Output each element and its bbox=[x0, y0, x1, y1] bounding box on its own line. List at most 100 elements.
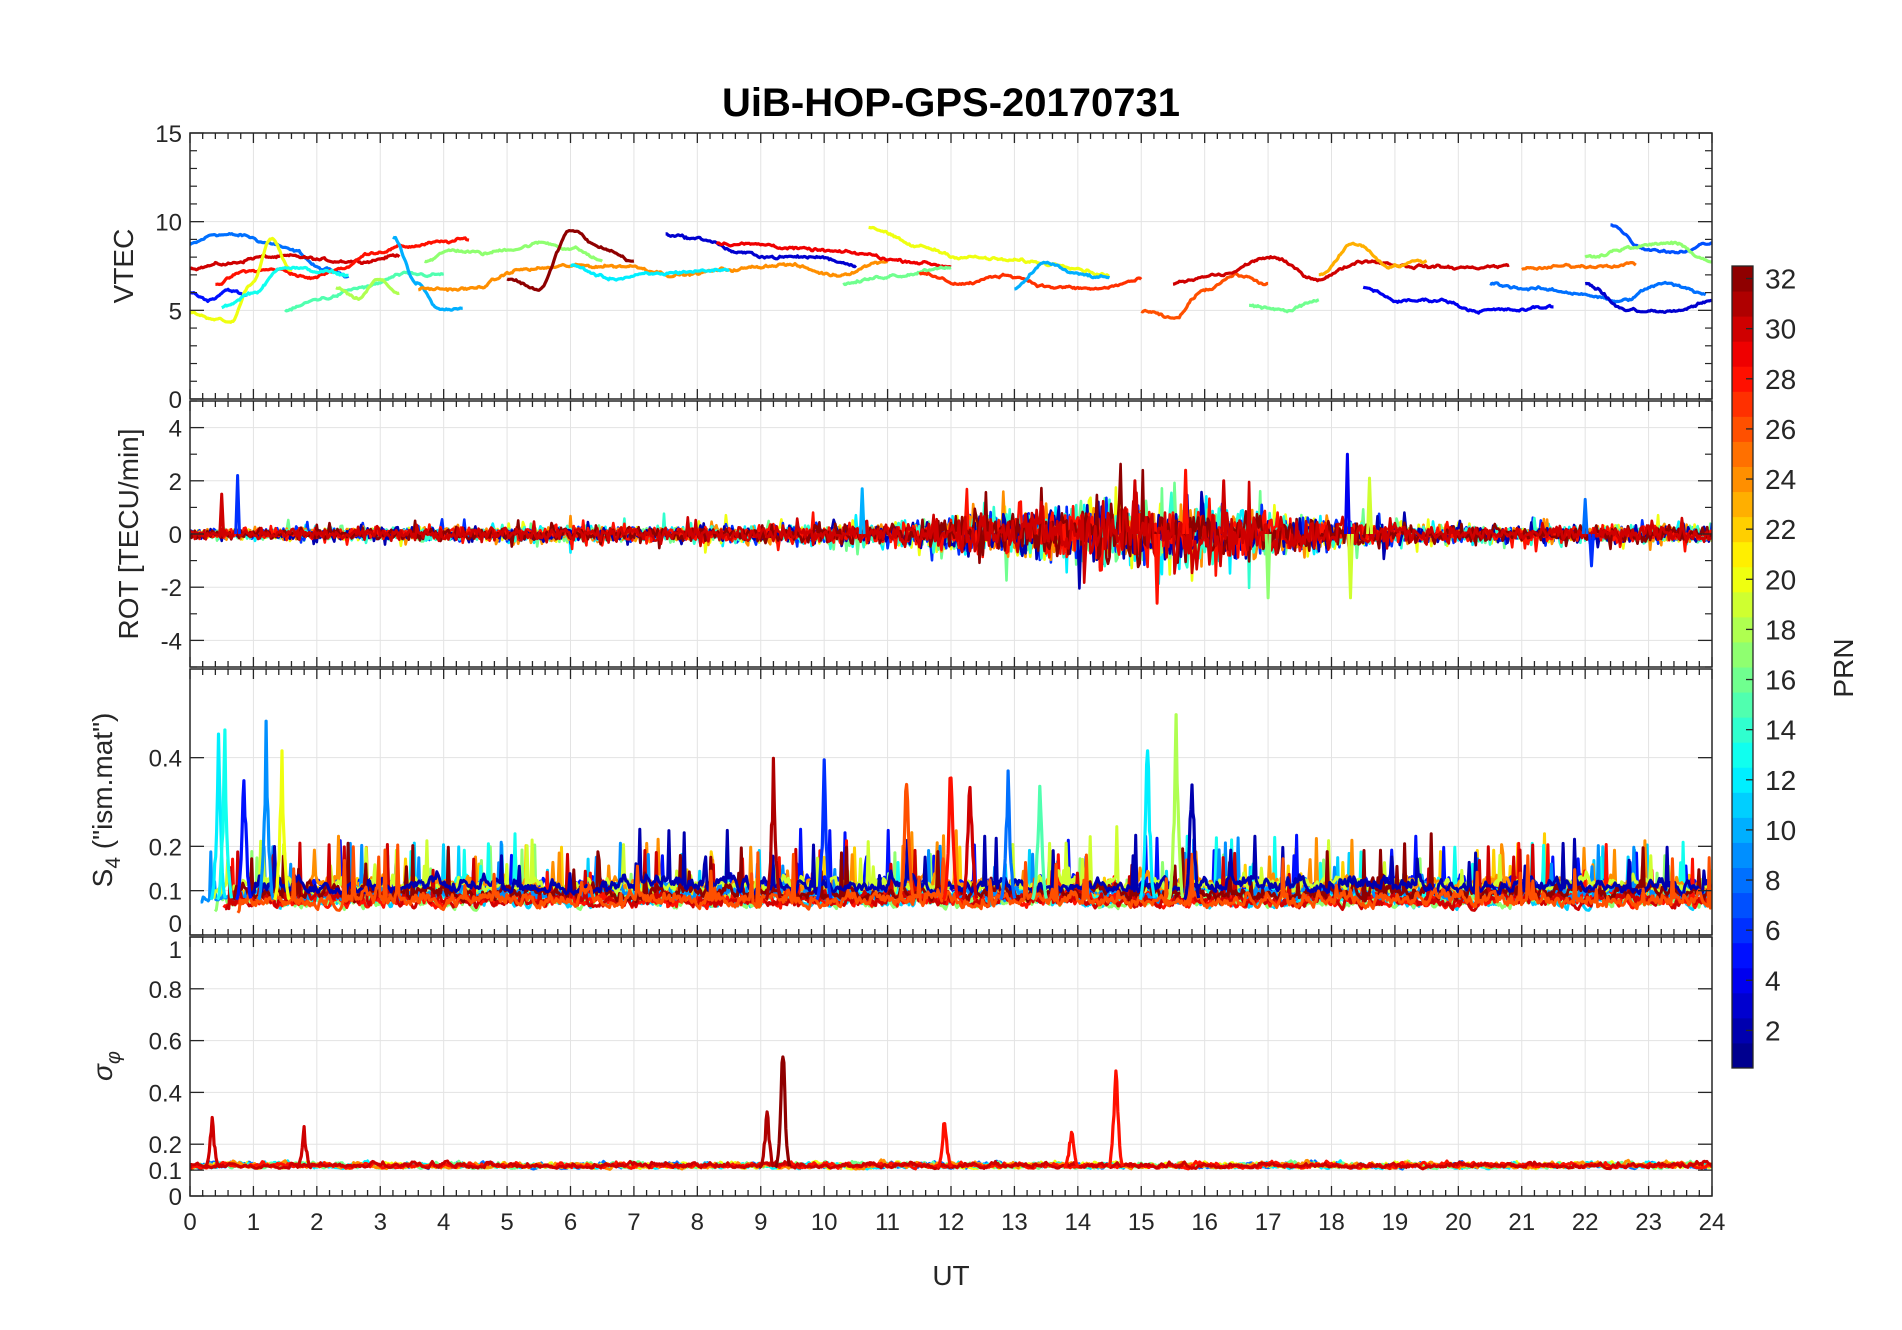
colorbar-swatch-prn-30 bbox=[1732, 316, 1753, 342]
colorbar-swatch-prn-3 bbox=[1732, 992, 1753, 1019]
series-line-prn-28 bbox=[1182, 468, 1189, 535]
colorbar-swatch-prn-20 bbox=[1732, 566, 1753, 593]
sigma-ylabel: σφ bbox=[87, 1051, 125, 1081]
colorbar-tick-label: 12 bbox=[1765, 765, 1796, 796]
rot-y-tick-label: -2 bbox=[161, 575, 182, 602]
sigma-y-tick-label: 0 bbox=[169, 1184, 182, 1211]
rot-y-tick-label: 0 bbox=[169, 522, 182, 549]
x-tick-label: 1 bbox=[247, 1209, 260, 1236]
x-tick-label: 4 bbox=[437, 1209, 450, 1236]
series-line-prn-8 bbox=[1581, 497, 1589, 535]
colorbar-swatch-prn-9 bbox=[1732, 842, 1753, 868]
colorbar-swatch-prn-11 bbox=[1732, 792, 1753, 818]
sigma-ylabel-main: σ bbox=[87, 1063, 118, 1081]
colorbar-swatch-prn-18 bbox=[1732, 616, 1753, 643]
series-line-prn-16 bbox=[842, 265, 952, 287]
x-tick-label: 14 bbox=[1064, 1209, 1091, 1236]
series-line-prn-26 bbox=[236, 843, 1712, 914]
x-tick-label: 7 bbox=[627, 1209, 640, 1236]
series-line-prn-19 bbox=[1366, 476, 1373, 535]
x-tick-label: 9 bbox=[754, 1209, 767, 1236]
rot-y-tick-label: 4 bbox=[169, 416, 182, 443]
series-line-prn-3 bbox=[665, 232, 858, 269]
sigma-y-tick-label: 0.1 bbox=[149, 1158, 182, 1185]
series-line-prn-25 bbox=[1521, 261, 1637, 271]
series-line-prn-28 bbox=[1107, 1069, 1125, 1169]
x-tick-label: 19 bbox=[1382, 1209, 1409, 1236]
series-line-prn-10 bbox=[1014, 260, 1111, 291]
series-line-prn-10 bbox=[858, 487, 866, 535]
series-line-prn-8 bbox=[999, 769, 1017, 901]
colorbar-swatch-prn-2 bbox=[1732, 1017, 1753, 1044]
rot-ylabel: ROT [TECU/min] bbox=[113, 428, 144, 639]
colorbar-swatch-prn-8 bbox=[1732, 867, 1753, 894]
colorbar-swatch-prn-23 bbox=[1732, 491, 1753, 518]
colorbar-tick-label: 22 bbox=[1765, 514, 1796, 545]
series-line-prn-13 bbox=[221, 265, 349, 310]
colorbar-swatch-prn-31 bbox=[1732, 291, 1753, 317]
rot-series bbox=[190, 452, 1712, 605]
x-tick-label: 3 bbox=[374, 1209, 387, 1236]
x-tick-label: 18 bbox=[1318, 1209, 1345, 1236]
series-line-prn-30 bbox=[1172, 255, 1510, 286]
series-line-prn-26 bbox=[897, 782, 915, 901]
rot-y-tick-label: 2 bbox=[169, 469, 182, 496]
series-line-prn-9 bbox=[257, 719, 276, 901]
colorbar-swatch-prn-28 bbox=[1732, 366, 1753, 392]
colorbar-tick-label: 30 bbox=[1765, 314, 1796, 345]
colorbar-tick-label: 10 bbox=[1765, 815, 1796, 846]
x-tick-label: 10 bbox=[811, 1209, 838, 1236]
series-line-prn-27 bbox=[918, 271, 1143, 291]
series-line-prn-18 bbox=[1167, 713, 1185, 901]
series-line-prn-30 bbox=[1131, 479, 1139, 535]
colorbar-tick-label: 18 bbox=[1765, 614, 1796, 645]
sigma-y-tick-label: 0.4 bbox=[149, 1080, 182, 1107]
series-line-prn-5 bbox=[234, 779, 253, 901]
series-line-prn-30 bbox=[218, 492, 226, 535]
colorbar-swatch-prn-29 bbox=[1732, 341, 1753, 367]
colorbar-label: PRN bbox=[1828, 638, 1859, 697]
x-tick-labels: 0 1 2 3 4 5 6 7 8 9 10 11 12 13 14 15 16 17 18 19 20 21 22 23 24 bbox=[183, 1209, 1725, 1236]
x-axis-label: UT bbox=[932, 1260, 969, 1291]
x-tick-label: 23 bbox=[1635, 1209, 1662, 1236]
series-line-prn-13 bbox=[215, 728, 234, 901]
series-line-prn-30 bbox=[190, 480, 1712, 585]
series-line-prn-16 bbox=[1248, 298, 1320, 314]
s4-ylabel-rest: ("ism.mat") bbox=[87, 713, 118, 857]
series-line-prn-12 bbox=[570, 263, 731, 282]
colorbar-swatch-prn-27 bbox=[1732, 391, 1753, 417]
series-line-prn-6 bbox=[1588, 533, 1595, 568]
vtec-panel: 0 5 10 15 bbox=[155, 121, 1713, 414]
series-line-prn-28 bbox=[936, 1121, 953, 1169]
colorbar-tick-label: 24 bbox=[1765, 464, 1796, 495]
colorbar-swatch-prn-26 bbox=[1732, 416, 1753, 442]
series-line-prn-28 bbox=[1063, 1130, 1080, 1169]
series-line-prn-17 bbox=[1584, 240, 1712, 264]
colorbar-swatch-prn-12 bbox=[1732, 767, 1753, 793]
chart-title: UiB-HOP-GPS-20170731 bbox=[722, 81, 1180, 125]
colorbar-tick-label: 14 bbox=[1765, 715, 1796, 746]
x-tick-label: 15 bbox=[1128, 1209, 1155, 1236]
colorbar-swatch-prn-4 bbox=[1732, 967, 1753, 994]
series-line-prn-32 bbox=[773, 1055, 792, 1169]
series-line-prn-15 bbox=[284, 270, 445, 313]
colorbar-tick-label: 8 bbox=[1765, 865, 1781, 896]
vtec-ylabel: VTEC bbox=[108, 229, 139, 304]
colorbar-swatch-prn-21 bbox=[1732, 541, 1753, 568]
colorbar-swatch-prn-10 bbox=[1732, 817, 1753, 843]
series-line-prn-30 bbox=[295, 1124, 313, 1169]
colorbar-tick-label: 20 bbox=[1765, 564, 1796, 595]
series-line-prn-31 bbox=[764, 756, 782, 901]
rot-panel: -4 -2 0 2 4 bbox=[161, 400, 1713, 668]
series-line-prn-28 bbox=[941, 776, 960, 901]
colorbar-swatch-prn-1 bbox=[1732, 1042, 1753, 1069]
series-line-prn-24 bbox=[418, 259, 888, 292]
colorbar-tick-label: 16 bbox=[1765, 665, 1796, 696]
x-tick-label: 6 bbox=[564, 1209, 577, 1236]
series-line-prn-26 bbox=[1140, 271, 1269, 320]
x-tick-label: 17 bbox=[1255, 1209, 1282, 1236]
x-tick-label: 20 bbox=[1445, 1209, 1472, 1236]
series-line-prn-3 bbox=[1584, 281, 1712, 314]
